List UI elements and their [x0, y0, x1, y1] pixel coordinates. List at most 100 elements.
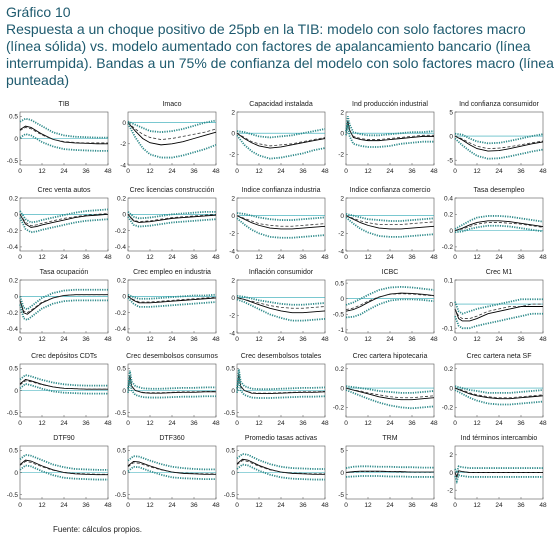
- y-tick-label: 0: [231, 131, 235, 138]
- x-tick-label: 48: [539, 420, 547, 427]
- x-tick-label: 0: [18, 336, 22, 343]
- x-tick-label: 24: [386, 420, 394, 427]
- x-tick-label: 0: [344, 336, 348, 343]
- x-tick-label: 48: [430, 420, 438, 427]
- series-line-dotted: [345, 385, 435, 394]
- x-tick-label: 48: [539, 502, 547, 509]
- figure-header: Gráfico 10 Respuesta a un choque positiv…: [6, 4, 554, 89]
- x-tick-label: 36: [299, 254, 307, 261]
- series-line-dashed: [345, 387, 435, 399]
- panel-title: Crec venta autos: [38, 187, 91, 194]
- series-line-dashed: [236, 297, 326, 309]
- x-tick-label: 12: [255, 168, 263, 175]
- x-tick-label: 24: [168, 254, 176, 261]
- x-tick-label: 48: [321, 336, 329, 343]
- y-tick-label: 0.5: [9, 448, 18, 455]
- y-tick-label: 2: [340, 195, 344, 202]
- series-line-dotted: [345, 298, 435, 319]
- series-line-dashed: [127, 213, 217, 223]
- series-line-dotted: [454, 298, 543, 315]
- panel-title: ICBC: [382, 269, 399, 276]
- x-tick-label: 36: [82, 336, 90, 343]
- panel-title: Tasa desempleo: [474, 187, 525, 194]
- x-tick-label: 12: [255, 420, 263, 427]
- chart-panel-21: DTF90 0.5 0 -0.5 0 12 24 36 48: [7, 435, 112, 509]
- chart-panel-7: Crec licencias construcción 0.2 0 -0.2 -0.4 0…: [115, 187, 220, 261]
- x-tick-label: 24: [60, 502, 68, 509]
- series-line-dotted: [454, 465, 543, 475]
- series-line-dotted: [236, 377, 326, 399]
- y-tick-label: 0.2: [117, 277, 126, 284]
- chart-panel-15: Crec M1 0.1 0 -0.1 0 12 24 36 48: [442, 269, 547, 343]
- x-tick-label: 0: [126, 168, 130, 175]
- series-line-dotted: [236, 134, 326, 160]
- series-line-solid: [454, 306, 543, 322]
- y-tick-label: -0.2: [115, 228, 127, 235]
- series-line-dotted: [345, 475, 434, 478]
- x-tick-label: 24: [495, 336, 503, 343]
- series-line-dotted: [236, 298, 326, 322]
- series-line-dotted: [19, 374, 108, 387]
- y-tick-label: 0: [340, 213, 344, 220]
- panel-title: Tasa ocupación: [40, 269, 89, 276]
- panel-title: Crec depósitos CDTs: [31, 353, 97, 360]
- x-tick-label: 48: [539, 336, 547, 343]
- x-tick-label: 48: [321, 420, 329, 427]
- panel-title: Ind producción industrial: [352, 101, 428, 108]
- y-tick-label: -0.1: [442, 325, 454, 332]
- x-tick-label: 48: [104, 254, 112, 261]
- series-line-solid: [345, 120, 434, 142]
- x-tick-label: 48: [104, 420, 112, 427]
- chart-panel-1: TIB 0.5 0 -0.5 0 12 24 36 48: [7, 101, 112, 175]
- x-tick-label: 48: [212, 168, 220, 175]
- x-tick-label: 12: [146, 336, 154, 343]
- x-tick-label: 36: [517, 254, 525, 261]
- chart-panel-16: Crec depósitos CDTs 0.5 0 -0.5 0 12 24 36 48: [7, 353, 112, 427]
- y-tick-label: 5: [449, 109, 453, 116]
- panel-title: Capacidad instalada: [249, 101, 313, 108]
- y-tick-label: 0.2: [9, 277, 18, 284]
- series-line-dotted: [454, 224, 544, 234]
- y-tick-label: 0: [14, 388, 18, 395]
- y-tick-label: -2: [229, 231, 235, 238]
- y-tick-label: 0: [122, 388, 126, 395]
- x-tick-label: 0: [235, 168, 239, 175]
- panel-title: Crec cartera hipotecaria: [353, 353, 428, 360]
- x-tick-label: 0: [453, 336, 457, 343]
- series-line-dotted: [19, 288, 108, 311]
- y-tick-label: 0: [231, 470, 235, 477]
- series-line-dotted: [127, 379, 216, 399]
- x-tick-label: 12: [255, 336, 263, 343]
- x-tick-label: 36: [517, 336, 525, 343]
- x-tick-label: 12: [38, 336, 46, 343]
- series-line-dotted: [19, 217, 109, 234]
- series-line-dotted: [236, 452, 325, 470]
- chart-panel-3: Capacidad instalada 2 0 -2 0 12 24 36 48: [229, 101, 329, 175]
- series-line-dotted: [19, 453, 108, 471]
- series-line-dotted: [454, 312, 543, 330]
- x-tick-label: 0: [453, 168, 457, 175]
- x-tick-label: 0: [344, 254, 348, 261]
- panel-title: Indice confianza comercio: [350, 187, 431, 194]
- panel-title: Imaco: [162, 101, 181, 108]
- y-tick-label: 0.4: [444, 195, 453, 202]
- panel-title: Inflación consumidor: [249, 269, 314, 276]
- x-tick-label: 36: [82, 420, 90, 427]
- x-tick-label: 48: [212, 336, 220, 343]
- chart-panel-11: Tasa ocupación 0.2 0 -0.2 -0.4 0 12 24 36 48: [7, 269, 112, 343]
- chart-panel-22: DTF360 0.5 0 -0.5 0 12 24 36 48: [115, 435, 220, 509]
- panel-title: Ind confianza consumidor: [459, 101, 539, 108]
- x-tick-label: 24: [277, 502, 285, 509]
- series-line-solid: [19, 294, 108, 315]
- y-tick-label: 2: [231, 109, 235, 116]
- series-line-dotted: [127, 123, 217, 159]
- x-tick-label: 12: [364, 336, 372, 343]
- chart-panel-23: Promedio tasas activas 0.5 0 -0.5 0 12 24 36 48: [224, 435, 329, 509]
- y-tick-label: -5: [338, 492, 344, 499]
- x-tick-label: 48: [321, 168, 329, 175]
- panel-title: Crec licencias construcción: [130, 187, 215, 194]
- y-tick-label: 2: [340, 109, 344, 116]
